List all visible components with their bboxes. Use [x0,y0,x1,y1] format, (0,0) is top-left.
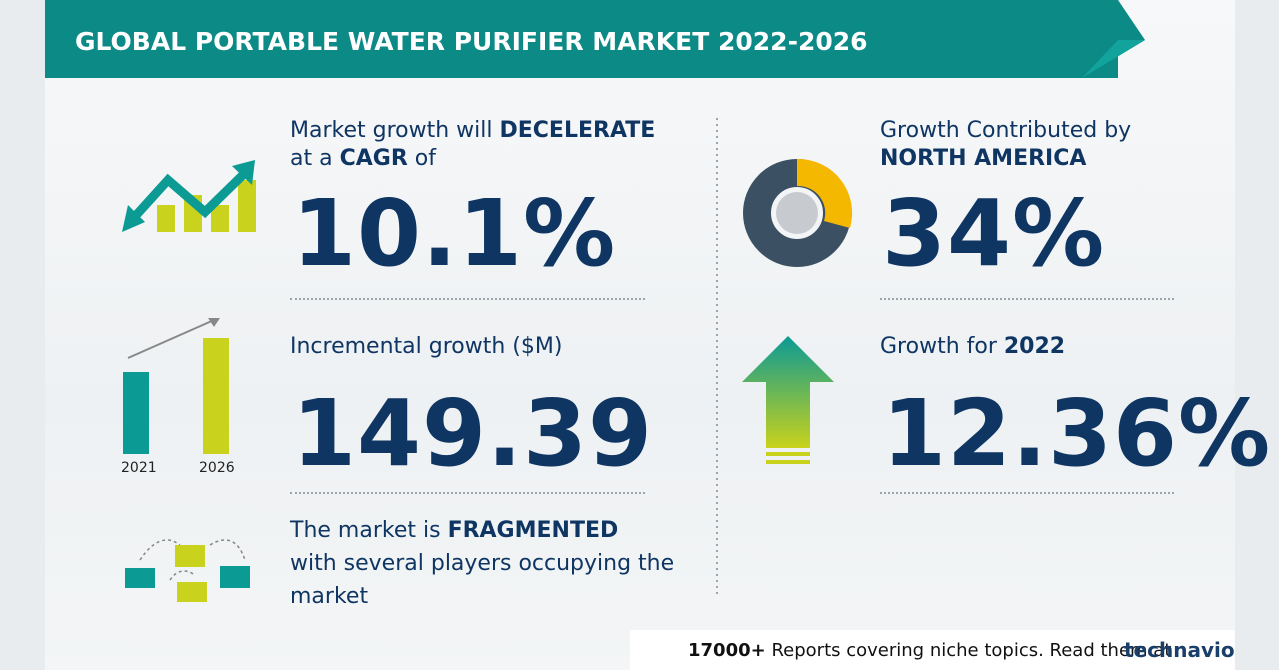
header-bar [45,0,1118,78]
fragmented-text: market [290,584,369,609]
trend-icon [122,160,256,232]
buildings-icon [125,539,250,602]
donut-icon [743,158,853,267]
footer-note: Reports covering niche topics. Read them… [771,640,1172,661]
cagr-label: Market growth will DECELERATE [290,118,655,143]
fragmented-text: with several players occupying the [290,551,675,576]
text: Growth for [880,334,997,359]
text: of [414,146,436,171]
header-fold [1082,0,1145,78]
separator [880,492,1174,494]
cagr-value: 10.1% [292,180,617,287]
yoy-value: 12.36% [882,380,1272,487]
text: The market is [290,518,441,543]
fragmented-label: The market is FRAGMENTED [290,518,618,543]
header-fold-light [1082,40,1145,78]
header-title: GLOBAL PORTABLE WATER PURIFIER MARKET 20… [75,27,868,56]
footer [630,630,1235,670]
separator [290,492,645,494]
year-label: 2026 [199,460,235,476]
region-label: Growth Contributed by [880,118,1132,143]
separator [290,298,645,300]
region-name: NORTH AMERICA [880,146,1087,171]
logo: technavio [1124,638,1235,662]
emphasis: 2022 [1003,334,1066,359]
incremental-value: 149.39 [292,380,654,487]
region-value: 34% [882,180,1106,287]
bars-icon [123,318,229,454]
footer-text: 17000+ Reports covering niche topics. Re… [688,640,1171,661]
arrow-icon [742,336,834,464]
separator [880,298,1174,300]
text: Market growth will [290,118,493,143]
panel [45,0,1235,670]
emphasis: FRAGMENTED [447,518,619,543]
incremental-label: Incremental growth ($M) [290,334,563,359]
footer-count: 17000+ [688,640,766,661]
yoy-label: Growth for 2022 [880,334,1065,359]
emphasis: DECELERATE [499,118,656,143]
cagr-label: at a CAGR of [290,146,436,171]
text: at a [290,146,333,171]
year-label: 2021 [121,460,157,476]
emphasis: CAGR [339,146,408,171]
